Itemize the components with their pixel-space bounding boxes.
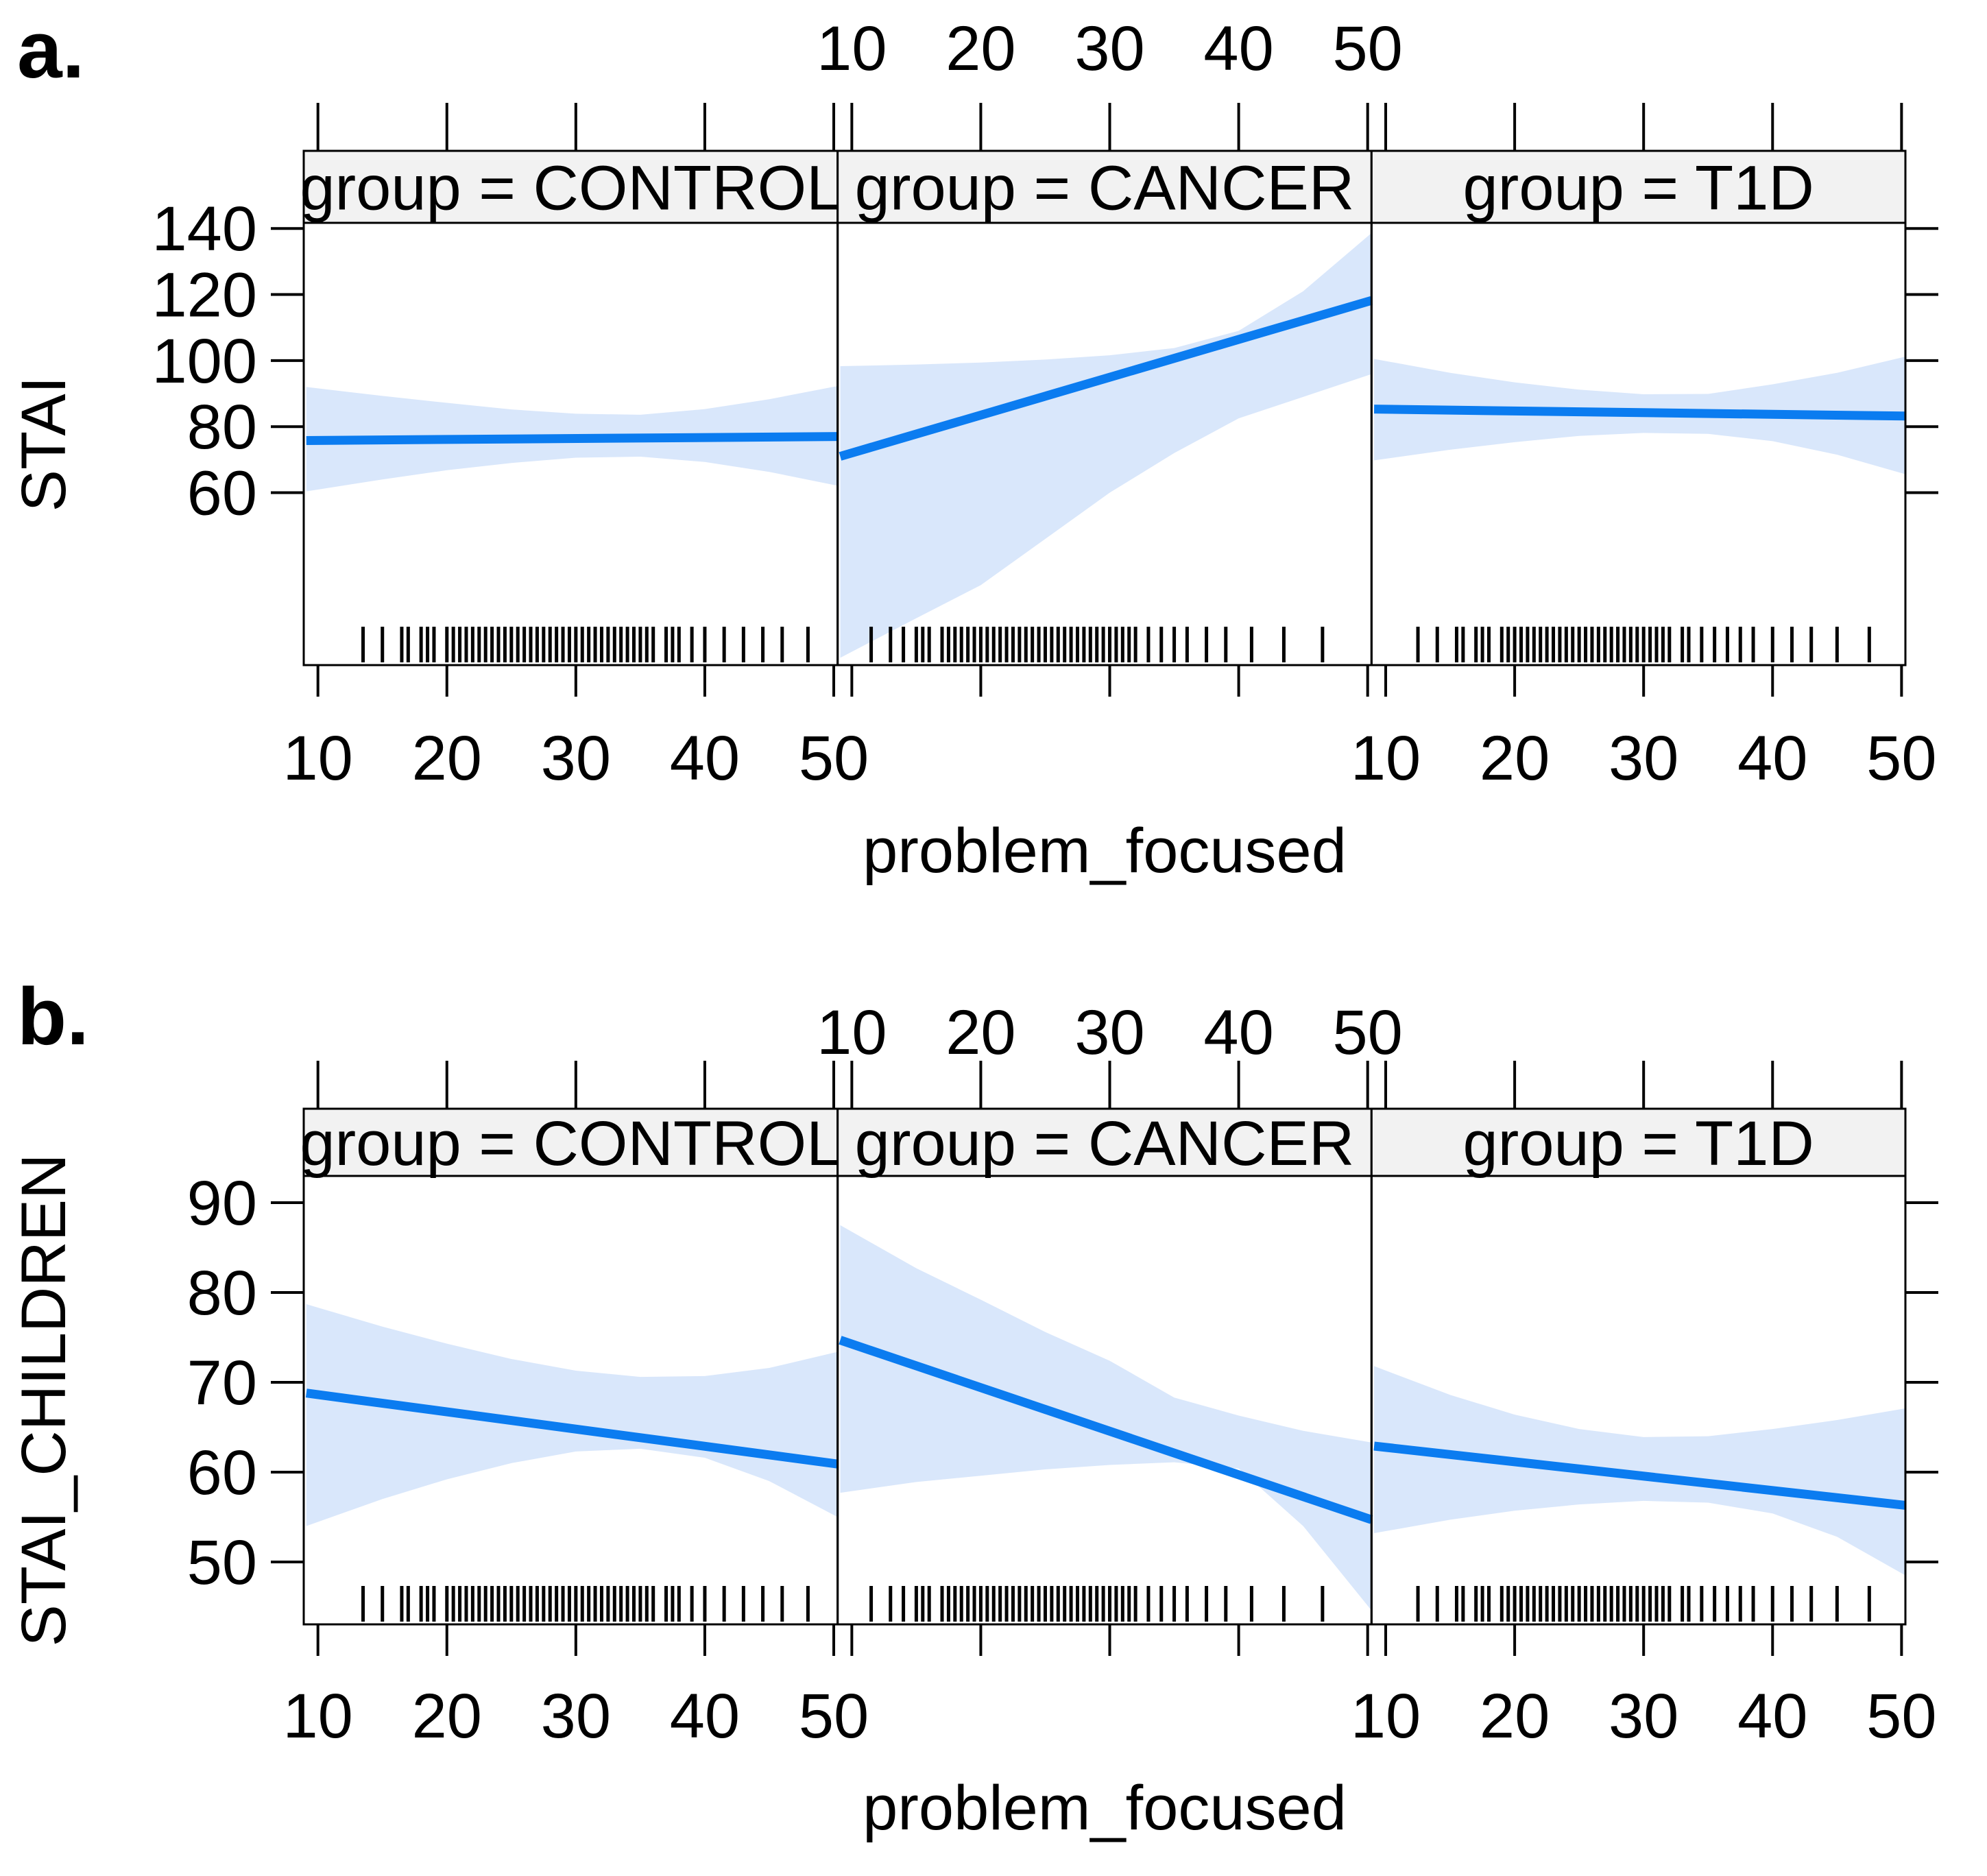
confidence-band [306, 1304, 838, 1526]
x-tick-label-bottom: 40 [670, 723, 740, 793]
x-tick-label-top: 40 [1203, 14, 1273, 84]
figure-a: group = CONTROL 10 20 30 40 50 group = CANCER 1… [9, 14, 1938, 886]
x-tick-label-bottom: 20 [412, 1681, 482, 1751]
strip-header [1370, 1107, 1907, 1177]
y-tick-label: 140 [152, 194, 258, 264]
rug-marks [869, 1586, 1325, 1622]
x-tick-label-bottom: 50 [1866, 723, 1936, 793]
strip-label: group = T1D [1463, 154, 1814, 224]
facet-control: group = CONTROL 10 20 30 40 50 [283, 103, 869, 793]
y-tick-label: 90 [187, 1168, 257, 1238]
y-ticks [271, 1201, 1938, 1563]
x-tick-label-bottom: 10 [1351, 1681, 1421, 1751]
x-tick-label-bottom: 10 [1351, 723, 1421, 793]
x-tick-label-bottom: 30 [1609, 1681, 1678, 1751]
x-tick-label-bottom: 40 [1737, 723, 1807, 793]
confidence-band [840, 232, 1372, 658]
x-tick-label-bottom: 50 [799, 723, 869, 793]
strip-header [1370, 149, 1907, 224]
x-tick-label-bottom: 10 [283, 1681, 353, 1751]
fit-line [306, 432, 838, 445]
facet-cancer: group = CANCER 10 20 30 40 50 [817, 14, 1403, 697]
figure-a-label: a. [17, 5, 85, 95]
x-tick-label-top: 50 [1333, 998, 1403, 1068]
facet-t1d: group = T1D 10 20 30 40 50 [1351, 103, 1937, 793]
x-tick-label-bottom: 20 [1480, 723, 1550, 793]
strip-header [836, 1107, 1373, 1177]
y-tick-label: 80 [187, 392, 257, 462]
y-axis-title: STAI_CHILDREN [9, 1153, 79, 1646]
fit-line [1373, 1441, 1906, 1510]
x-ticks [1384, 1061, 1903, 1656]
x-ticks [1384, 103, 1903, 697]
fit-line [839, 1336, 1373, 1524]
facet-t1d: group = T1D 10 20 30 40 50 [1351, 1061, 1937, 1751]
x-tick-label-bottom: 40 [670, 1681, 740, 1751]
rug-marks [361, 627, 810, 662]
y-tick-label: 120 [152, 261, 258, 330]
y-tick-label: 60 [187, 1438, 257, 1508]
y-tick-label: 60 [187, 459, 257, 529]
x-tick-label-top: 20 [946, 14, 1015, 84]
strip-label: group = CANCER [855, 1109, 1355, 1179]
x-ticks [316, 103, 836, 697]
x-tick-label-top: 30 [1074, 998, 1144, 1068]
confidence-band [1374, 1366, 1905, 1576]
strip-header [836, 149, 1373, 224]
facet-cancer: group = CANCER 10 20 30 40 50 [817, 998, 1403, 1656]
x-tick-label-bottom: 50 [1866, 1681, 1936, 1751]
facet-control: group = CONTROL 10 20 30 40 50 [283, 1061, 869, 1751]
x-tick-label-bottom: 50 [799, 1681, 869, 1751]
confidence-band [840, 1225, 1372, 1611]
x-tick-label-top: 50 [1333, 14, 1403, 84]
y-tick-label: 50 [187, 1528, 257, 1598]
x-ticks [850, 103, 1369, 697]
x-axis-title: problem_focused [863, 816, 1347, 886]
y-tick-label: 80 [187, 1258, 257, 1328]
x-tick-label-bottom: 30 [541, 723, 611, 793]
x-tick-label-top: 10 [817, 14, 887, 84]
rug-marks [869, 627, 1325, 662]
x-tick-label-top: 20 [946, 998, 1015, 1068]
fit-line [305, 1388, 839, 1469]
strip-header [302, 1107, 839, 1177]
y-tick-label: 100 [152, 326, 258, 396]
rug-marks [1416, 1586, 1871, 1622]
x-axis-title: problem_focused [863, 1773, 1347, 1843]
x-tick-label-bottom: 30 [1609, 723, 1678, 793]
rug-marks [1416, 627, 1871, 662]
strip-header [302, 149, 839, 224]
y-axis-title: STAI [9, 376, 79, 512]
strip-label: group = CONTROL [300, 1109, 841, 1179]
strip-label: group = CONTROL [300, 154, 841, 224]
x-tick-label-bottom: 30 [541, 1681, 611, 1751]
strip-label: group = T1D [1463, 1109, 1814, 1179]
x-ticks [850, 1061, 1369, 1656]
x-tick-label-top: 10 [817, 998, 887, 1068]
fit-line [1374, 405, 1906, 421]
x-tick-label-bottom: 10 [283, 723, 353, 793]
fit-line [839, 296, 1373, 461]
x-ticks [316, 1061, 836, 1656]
strip-label: group = CANCER [855, 154, 1355, 224]
x-tick-label-bottom: 20 [1480, 1681, 1550, 1751]
rug-marks [361, 1586, 810, 1622]
x-tick-label-top: 40 [1203, 998, 1273, 1068]
figure-b-label: b. [17, 972, 89, 1062]
x-tick-label-top: 30 [1074, 14, 1144, 84]
y-tick-label: 70 [187, 1348, 257, 1418]
y-ticks [271, 227, 1938, 494]
x-tick-label-bottom: 40 [1737, 1681, 1807, 1751]
x-tick-label-bottom: 20 [412, 723, 482, 793]
figure-b: group = CONTROL 10 20 30 40 50 group = CANCER 1… [9, 998, 1938, 1843]
